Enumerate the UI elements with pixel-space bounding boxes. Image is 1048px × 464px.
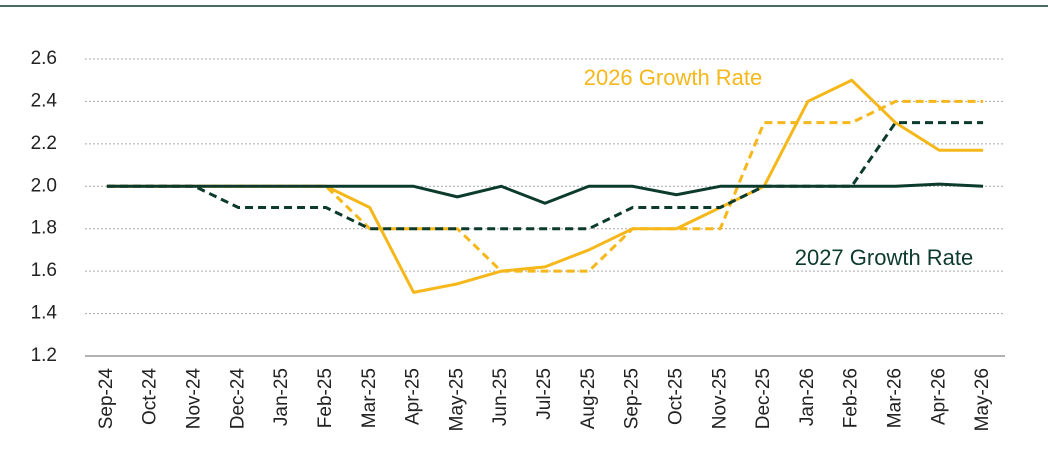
x-tick-label: May-26 (972, 368, 993, 431)
x-tick-label: Mar-26 (884, 368, 905, 428)
series-line (106, 182, 984, 205)
x-tick-label: Aug-25 (578, 368, 599, 429)
x-tick-label: Sep-24 (96, 368, 117, 430)
x-tick-label: Mar-25 (359, 368, 380, 428)
x-tick-label: Jan-26 (797, 368, 818, 426)
series-line (106, 121, 984, 231)
x-tick-label: Jul-25 (534, 368, 555, 420)
x-tick-label: Sep-25 (622, 368, 643, 429)
x-tick-label: Apr-25 (403, 368, 424, 425)
y-tick-label: 1.4 (31, 303, 58, 324)
x-tick-label: May-25 (446, 368, 467, 431)
x-tick-label: Oct-25 (665, 368, 686, 425)
y-tick-label: 1.2 (31, 345, 57, 366)
x-tick-label: Feb-25 (315, 368, 336, 428)
y-tick-label: 2.0 (31, 175, 57, 196)
x-tick-label: Oct-24 (140, 368, 161, 425)
x-tick-label: Nov-24 (184, 368, 205, 430)
x-tick-label: Feb-26 (841, 368, 862, 428)
annotation: 2026 Growth Rate (584, 65, 763, 90)
y-tick-label: 2.4 (31, 90, 58, 111)
y-tick-label: 1.6 (31, 260, 57, 281)
annotation: 2027 Growth Rate (795, 245, 974, 270)
y-tick-label: 1.8 (31, 218, 57, 239)
x-tick-label: Jun-25 (490, 368, 511, 426)
y-tick-label: 2.2 (31, 133, 57, 154)
x-tick-label: Dec-24 (227, 368, 248, 430)
x-tick-label: Apr-26 (928, 368, 949, 425)
x-tick-label: Jan-25 (271, 368, 292, 426)
y-tick-label: 2.6 (31, 48, 57, 69)
x-tick-label: Nov-25 (709, 368, 730, 429)
x-tick-label: Dec-25 (753, 368, 774, 429)
